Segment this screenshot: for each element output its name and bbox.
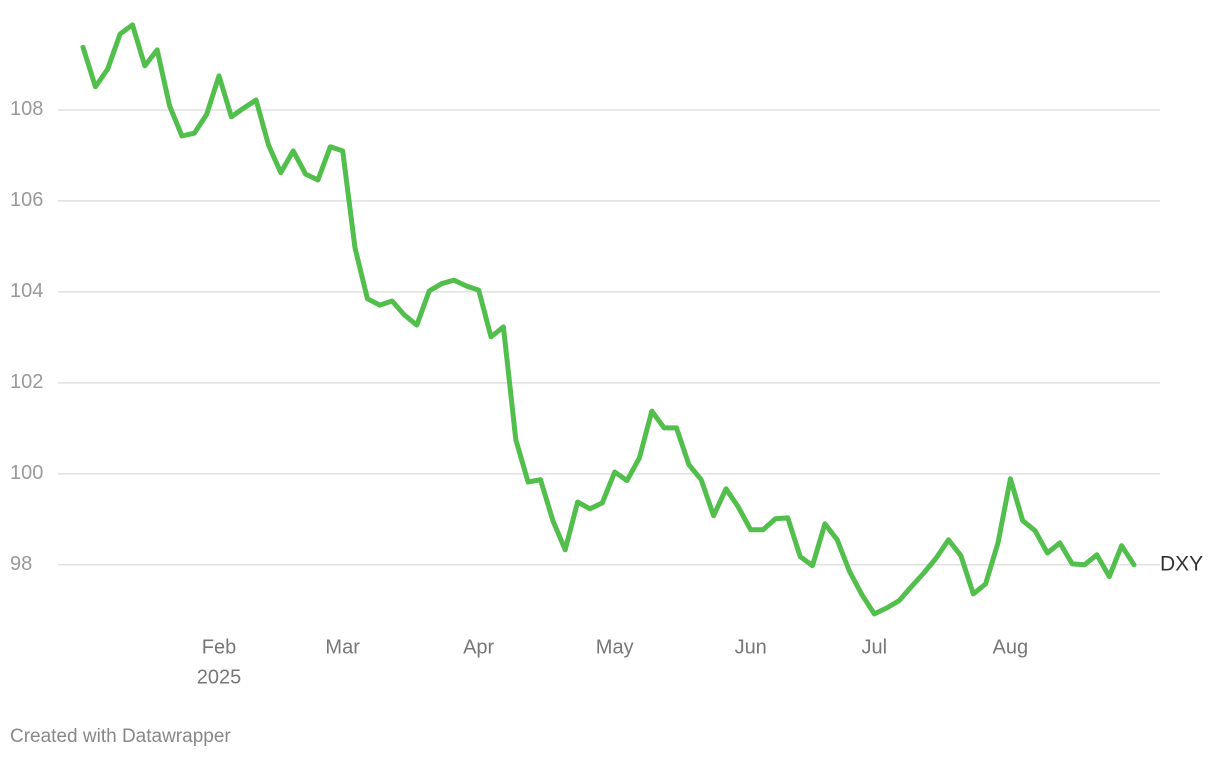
line [80, 22, 1137, 617]
x-tick-label: Apr [463, 636, 494, 658]
y-tick-label: 102 [10, 371, 43, 393]
x-tick-label: Jun [735, 636, 767, 658]
y-tick-label: 98 [10, 553, 32, 575]
x-tick-label: Mar [325, 636, 360, 658]
footer: Created with Datawrapper [10, 726, 231, 747]
x-tick-label: Jul [862, 636, 888, 658]
y-tick-label: 100 [10, 462, 43, 484]
x-tick-label: May [596, 636, 634, 658]
x-tick-label: Feb [202, 636, 236, 658]
year-label: 2025 [197, 666, 242, 688]
x-tick-label: Aug [993, 636, 1029, 658]
series-label: DXY [1160, 552, 1203, 575]
y-tick-label: 106 [10, 189, 43, 211]
y-tick-label: 104 [10, 280, 43, 302]
y-tick-label: 108 [10, 98, 43, 120]
